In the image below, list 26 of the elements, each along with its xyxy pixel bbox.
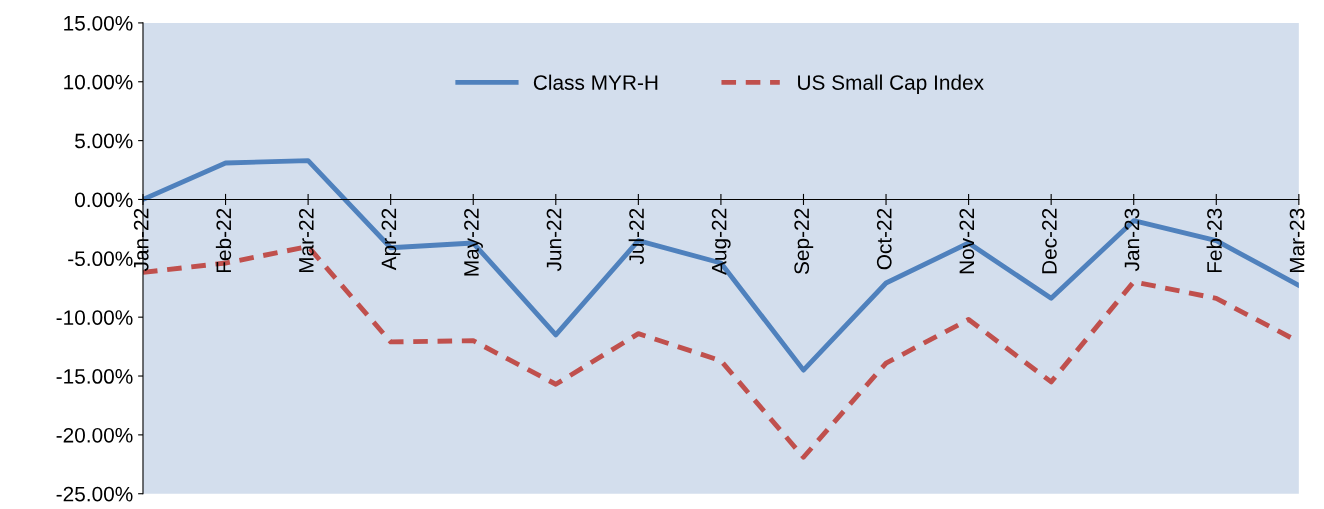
x-tick-label: Jan-22 (133, 208, 149, 272)
x-tick-label: Nov-22 (959, 208, 975, 274)
x-tick-label: Feb-22 (215, 208, 232, 273)
x-tick-label: Jan-23 (1124, 208, 1140, 272)
y-tick-label: -10.00% (56, 310, 133, 325)
y-tick-label: 15.00% (64, 15, 133, 31)
y-tick-label: -5.00% (68, 251, 133, 267)
x-tick-label: Mar-23 (1289, 208, 1305, 273)
x-tick-label: May-22 (464, 208, 483, 276)
x-tick-label: Aug-22 (711, 208, 731, 275)
legend-label: US Small Cap Index (798, 74, 984, 95)
x-tick-label: Mar-22 (298, 208, 314, 273)
x-tick-label: Sep-22 (794, 208, 814, 275)
x-tick-label: Oct-22 (876, 208, 892, 270)
x-tick-label: Feb-23 (1206, 208, 1222, 273)
x-tick-label: Jul-22 (628, 208, 644, 265)
x-tick-label: Apr-22 (381, 208, 401, 271)
y-tick-label: 5.00% (75, 133, 133, 149)
y-tick-label: 0.00% (75, 192, 133, 208)
x-tick-label: Jun-22 (546, 208, 562, 272)
y-tick-label: -20.00% (56, 427, 133, 443)
legend-label: Class MYR-H (533, 74, 658, 90)
x-tick-label: Dec-22 (1042, 208, 1057, 274)
y-tick-label: -15.00% (56, 369, 133, 384)
y-tick-label: -25.00% (56, 486, 133, 502)
y-tick-label: 10.00% (64, 74, 133, 90)
